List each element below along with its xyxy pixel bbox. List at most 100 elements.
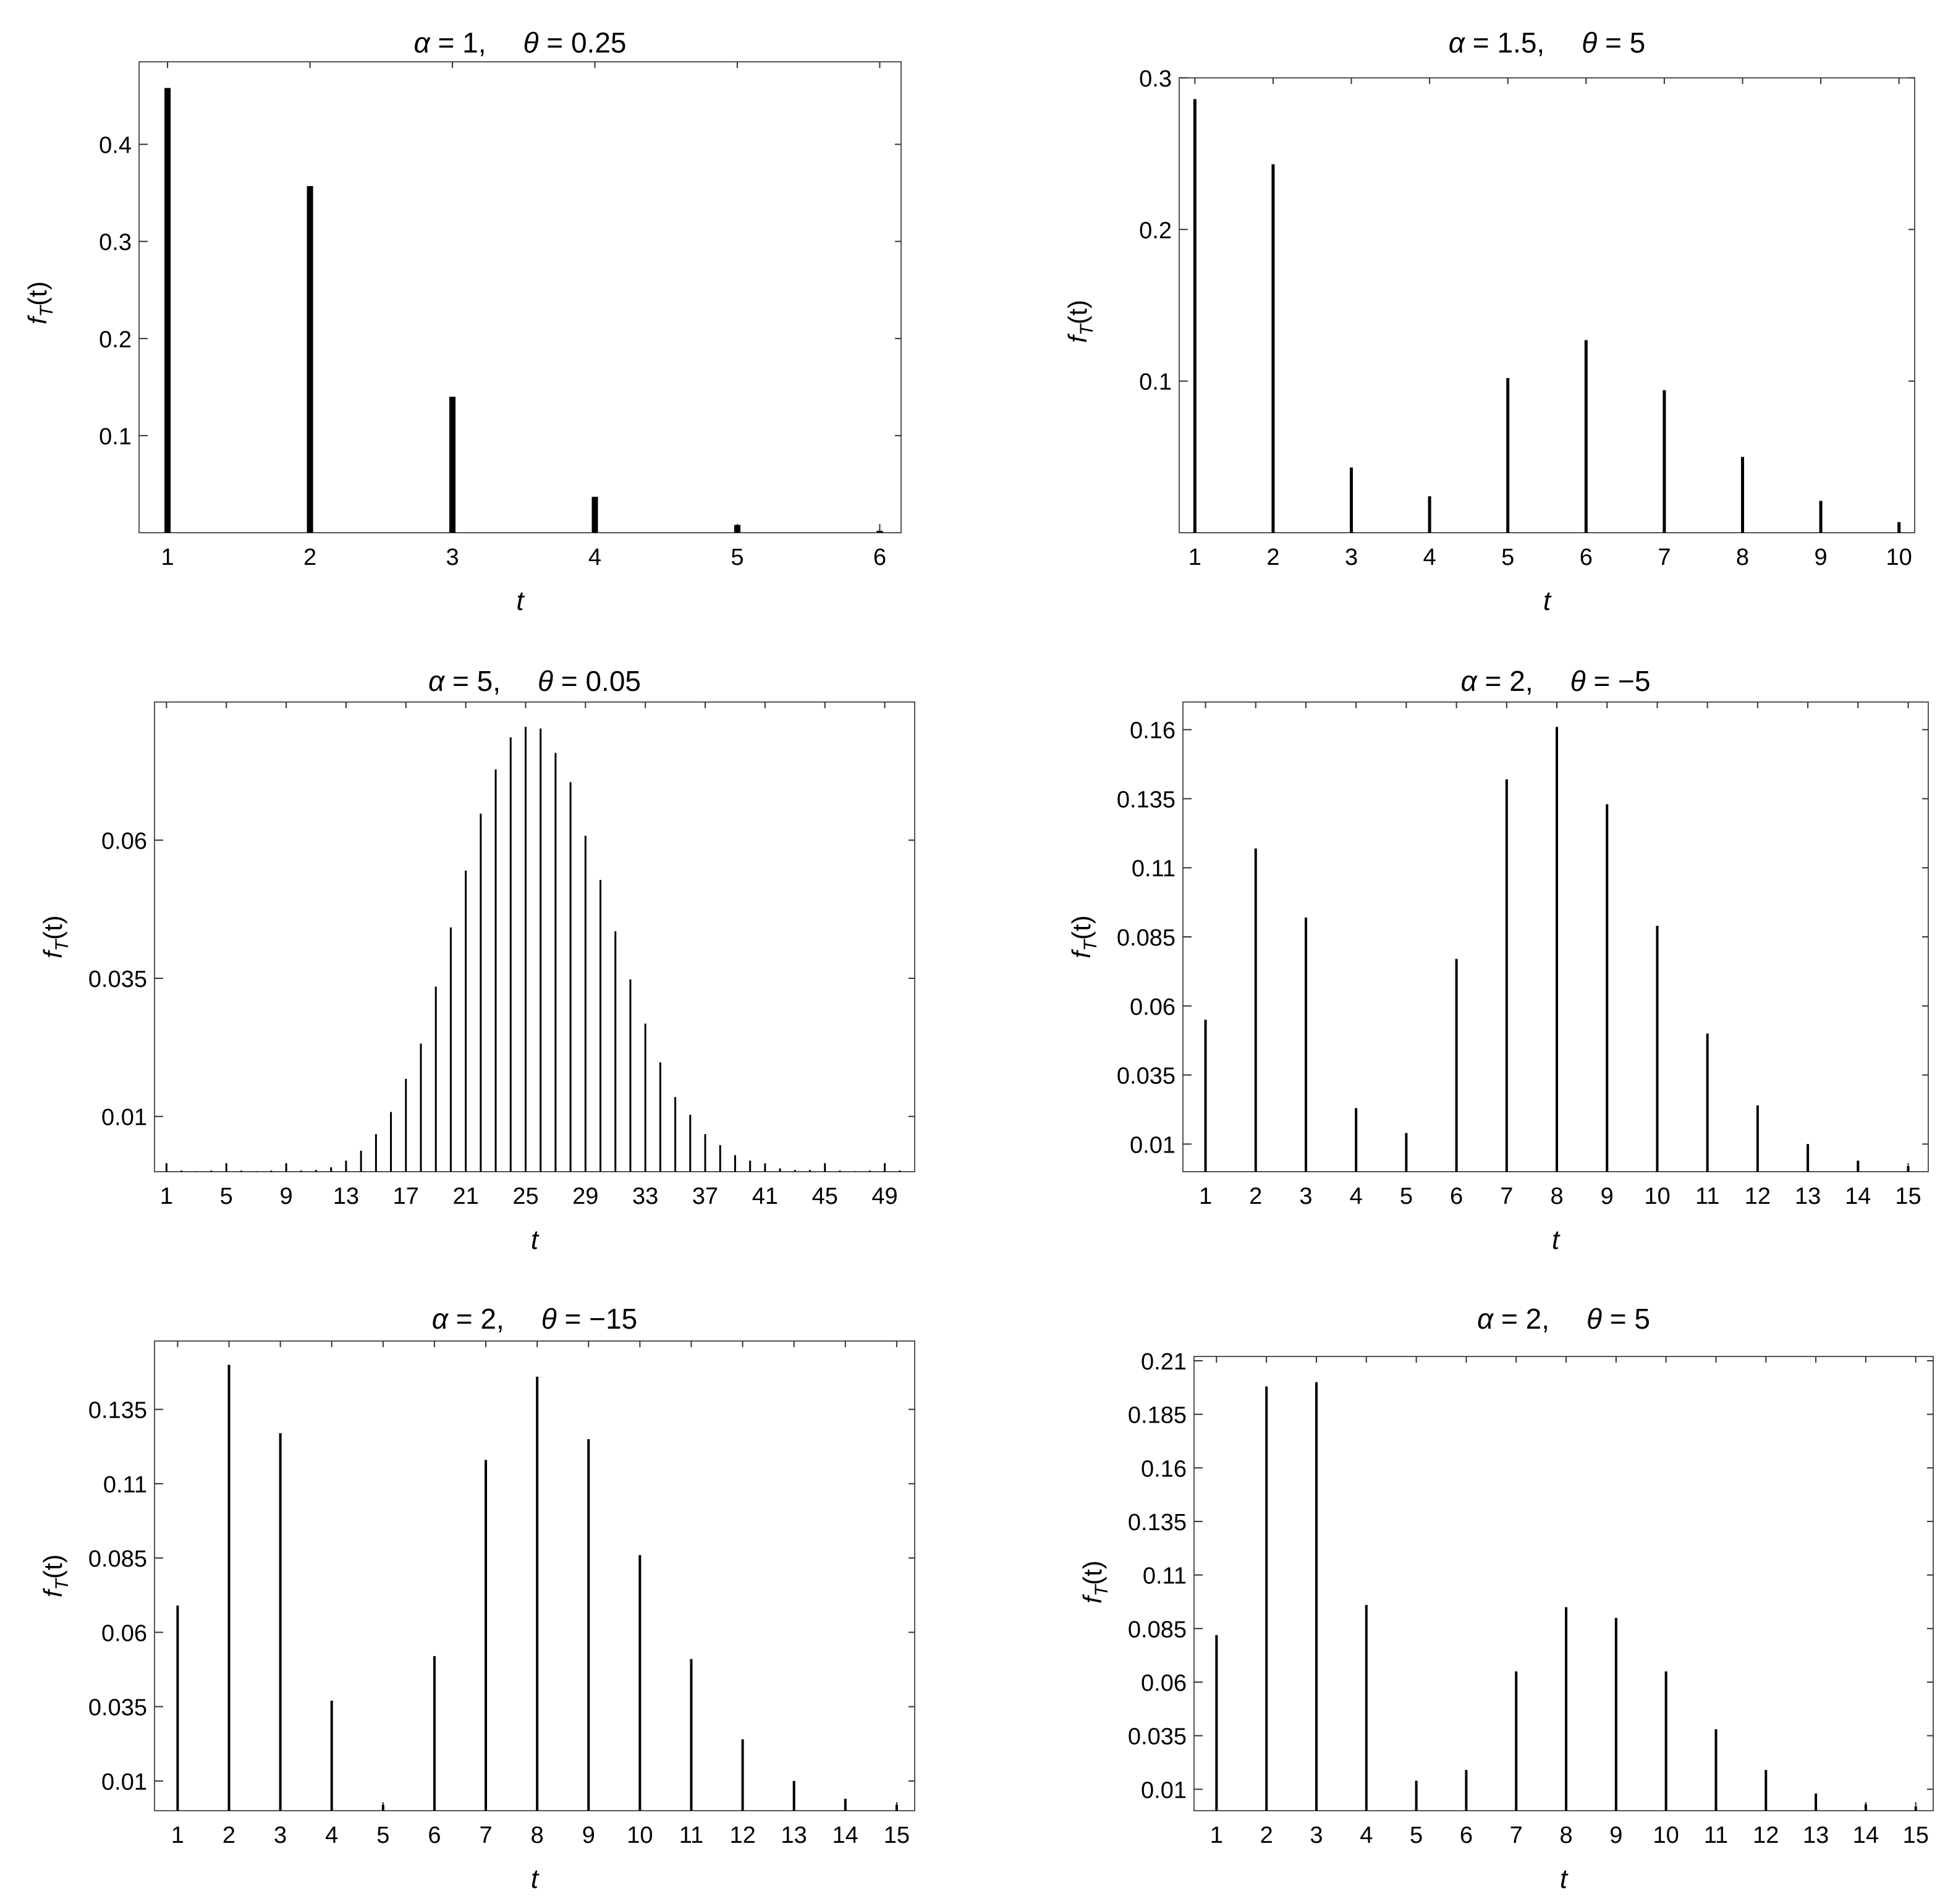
title-alpha-symbol: α bbox=[428, 665, 446, 697]
x-axis-label: t bbox=[1552, 1225, 1561, 1255]
x-axis-label: t bbox=[531, 1225, 540, 1255]
x-tick-label: 14 bbox=[1845, 1183, 1871, 1209]
title-theta-value: −5 bbox=[1618, 665, 1650, 697]
plot-frame bbox=[1182, 701, 1929, 1172]
x-tick-label: 4 bbox=[1360, 1822, 1373, 1848]
y-label-argument: (t) bbox=[38, 1554, 67, 1579]
x-tick-label: 8 bbox=[1559, 1822, 1572, 1848]
x-tick-label: 10 bbox=[1644, 1183, 1670, 1209]
y-tick-label: 0.135 bbox=[1128, 1510, 1187, 1536]
y-label-subscript: T bbox=[1077, 323, 1097, 336]
chart-panel-3: α = 5, θ = 0.05 0.01 0.035 0.06 1 5 9 13 17 21 25 29… bbox=[38, 665, 915, 1255]
y-tick-label: 0.06 bbox=[1130, 994, 1176, 1020]
plot-frame bbox=[1193, 1356, 1934, 1811]
y-tick-label: 0.085 bbox=[1117, 925, 1176, 951]
x-tick-label: 7 bbox=[1500, 1183, 1513, 1209]
y-label-subscript: T bbox=[36, 304, 57, 317]
x-tick-label: 13 bbox=[1795, 1183, 1821, 1209]
y-tick-label: 0.135 bbox=[88, 1398, 147, 1424]
x-tick-label: 9 bbox=[280, 1183, 293, 1209]
title-equals: = bbox=[557, 1303, 589, 1335]
title-theta-symbol: θ bbox=[1582, 27, 1597, 59]
x-axis-label: t bbox=[531, 1864, 540, 1894]
x-tick-label: 10 bbox=[1653, 1822, 1679, 1848]
x-tick-label: 3 bbox=[274, 1822, 287, 1848]
x-axis-label: t bbox=[516, 586, 525, 616]
chart-title: α = 2, θ = −15 bbox=[432, 1303, 637, 1335]
y-tick-label: 0.3 bbox=[1139, 66, 1172, 92]
title-theta-value: 5 bbox=[1630, 27, 1646, 59]
y-tick-label: 0.06 bbox=[101, 1620, 147, 1646]
title-equals: = bbox=[553, 665, 585, 697]
plot-frame bbox=[138, 61, 902, 533]
y-tick-label: 0.01 bbox=[101, 1769, 147, 1795]
x-tick-label: 6 bbox=[873, 544, 886, 570]
title-theta-symbol: θ bbox=[541, 1303, 557, 1335]
y-tick-label: 0.135 bbox=[1117, 787, 1176, 813]
chart-title: α = 2, θ = 5 bbox=[1477, 1303, 1650, 1335]
x-tick-label: 13 bbox=[1803, 1822, 1829, 1848]
chart-panel-6: α = 2, θ = 5 0.01 0.035 0.06 0.085 0.11 0.135 0.… bbox=[1078, 1303, 1934, 1894]
y-tick-label: 0.06 bbox=[1141, 1670, 1187, 1696]
y-label-argument: (t) bbox=[1063, 300, 1092, 324]
chart-title: α = 1, θ = 0.25 bbox=[414, 27, 627, 59]
plot-frame bbox=[154, 701, 915, 1172]
y-tick-label: 0.21 bbox=[1141, 1349, 1187, 1375]
x-tick-label: 13 bbox=[333, 1183, 359, 1209]
title-alpha-value: 2 bbox=[480, 1303, 496, 1335]
x-tick-label: 33 bbox=[632, 1183, 658, 1209]
y-tick-label: 0.11 bbox=[1132, 856, 1176, 882]
x-tick-label: 2 bbox=[1249, 1183, 1262, 1209]
x-tick-label: 15 bbox=[1903, 1822, 1929, 1848]
x-tick-label: 5 bbox=[1400, 1183, 1413, 1209]
x-tick-label: 8 bbox=[1550, 1183, 1563, 1209]
x-tick-label: 6 bbox=[1460, 1822, 1473, 1848]
x-tick-label: 6 bbox=[1450, 1183, 1463, 1209]
x-tick-label: 7 bbox=[1658, 544, 1671, 570]
x-tick-label: 10 bbox=[1886, 544, 1912, 570]
y-tick-label: 0.3 bbox=[99, 230, 132, 256]
x-tick-label: 8 bbox=[531, 1822, 544, 1848]
y-label-subscript: T bbox=[1091, 1583, 1112, 1596]
title-theta-value: 5 bbox=[1634, 1303, 1650, 1335]
x-axis-label: t bbox=[1560, 1864, 1569, 1894]
title-alpha-value: 2 bbox=[1526, 1303, 1542, 1335]
plot-frame bbox=[1179, 77, 1915, 533]
y-tick-label: 0.185 bbox=[1128, 1403, 1187, 1429]
x-tick-label: 3 bbox=[1299, 1183, 1312, 1209]
x-tick-label: 4 bbox=[1423, 544, 1436, 570]
x-tick-label: 1 bbox=[161, 544, 174, 570]
y-label-argument: (t) bbox=[38, 915, 67, 940]
x-tick-label: 12 bbox=[1745, 1183, 1771, 1209]
title-separator: , bbox=[496, 1303, 504, 1335]
title-alpha-symbol: α bbox=[1461, 665, 1478, 697]
title-alpha-symbol: α bbox=[414, 27, 431, 59]
title-equals: = bbox=[448, 1303, 480, 1335]
title-equals: = bbox=[539, 27, 571, 59]
title-equals: = bbox=[1586, 665, 1618, 697]
title-theta-symbol: θ bbox=[1570, 665, 1586, 697]
title-equals: = bbox=[430, 27, 462, 59]
x-tick-label: 49 bbox=[871, 1183, 897, 1209]
title-alpha-value: 2 bbox=[1509, 665, 1525, 697]
title-equals: = bbox=[1465, 27, 1497, 59]
y-label-argument: (t) bbox=[1078, 1560, 1107, 1585]
title-equals: = bbox=[444, 665, 477, 697]
x-tick-label: 15 bbox=[1895, 1183, 1921, 1209]
x-tick-label: 4 bbox=[325, 1822, 338, 1848]
x-tick-label: 6 bbox=[428, 1822, 441, 1848]
title-theta-value: 0.05 bbox=[585, 665, 641, 697]
y-tick-label: 0.01 bbox=[101, 1105, 147, 1131]
y-tick-label: 0.01 bbox=[1130, 1132, 1176, 1158]
x-tick-label: 1 bbox=[1188, 544, 1201, 570]
title-equals: = bbox=[1477, 665, 1509, 697]
y-tick-label: 0.16 bbox=[1141, 1456, 1187, 1482]
y-tick-label: 0.11 bbox=[103, 1472, 147, 1498]
x-tick-label: 2 bbox=[1260, 1822, 1273, 1848]
y-tick-label: 0.4 bbox=[99, 133, 132, 159]
x-tick-label: 8 bbox=[1736, 544, 1749, 570]
y-tick-label: 0.1 bbox=[1139, 370, 1172, 396]
title-alpha-symbol: α bbox=[1449, 27, 1466, 59]
y-tick-label: 0.085 bbox=[1128, 1617, 1187, 1643]
y-tick-label: 0.035 bbox=[88, 967, 147, 992]
